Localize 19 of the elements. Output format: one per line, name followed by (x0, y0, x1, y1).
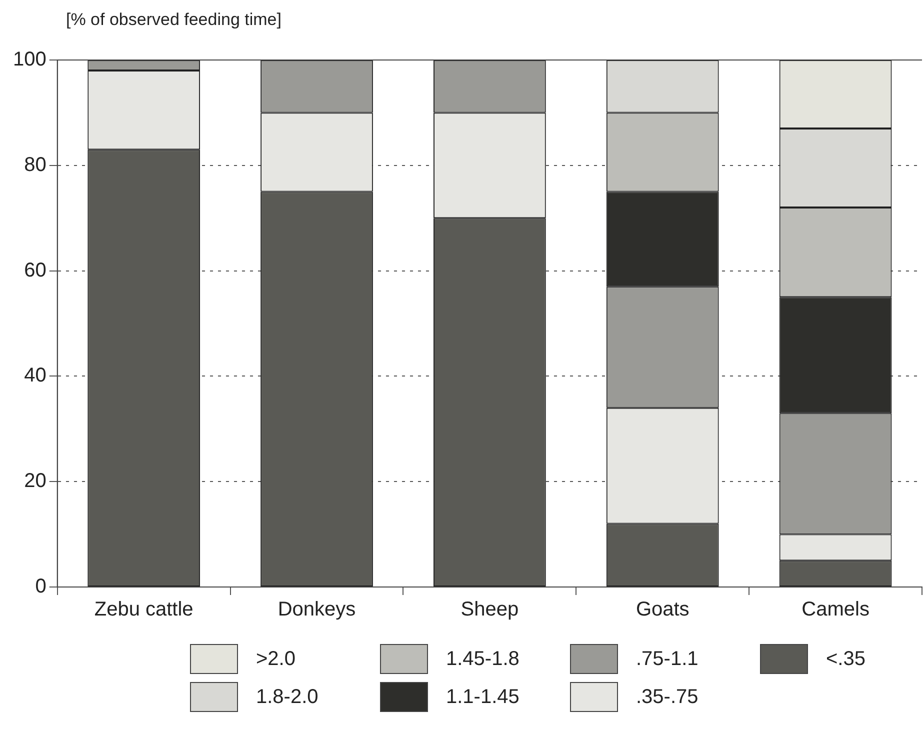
legend-label: .35-.75 (636, 686, 698, 708)
legend-label: 1.8-2.0 (256, 686, 318, 708)
legend-label: <.35 (826, 648, 866, 670)
y-tick-label: 80 (24, 154, 46, 176)
x-tick-label: Sheep (460, 598, 519, 621)
y-tick-label: 40 (24, 364, 46, 387)
x-tick-label: Goats (636, 598, 690, 621)
legend-label: 1.45-1.8 (446, 648, 520, 670)
y-tick-label: 20 (24, 470, 46, 492)
x-tick-label: Donkeys (278, 598, 356, 621)
legend-label: .75-1.1 (636, 648, 698, 670)
y-tick-label: 0 (35, 576, 46, 598)
x-tick-label: Zebu cattle (94, 598, 194, 621)
legend-label: >2.0 (256, 648, 296, 670)
y-axis-title: [% of observed feeding time] (66, 10, 282, 30)
x-tick-label: Camels (802, 598, 870, 621)
y-tick-label: 100 (12, 48, 46, 71)
legend-label: 1.1-1.45 (446, 686, 520, 708)
y-tick-label: 60 (24, 259, 46, 282)
